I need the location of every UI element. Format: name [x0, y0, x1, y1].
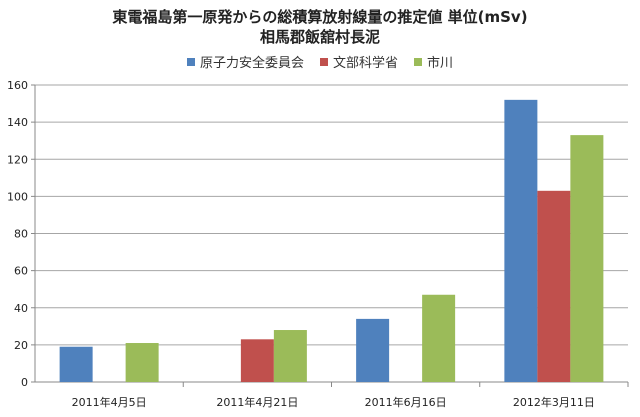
- x-tick-label: 2011年4月21日: [216, 395, 298, 409]
- bar: [125, 343, 159, 382]
- bar: [537, 190, 571, 382]
- y-tick-label: 60: [14, 265, 28, 278]
- chart-subtitle: 相馬郡飯舘村長泥: [259, 28, 380, 46]
- legend-label: 文部科学省: [332, 56, 398, 71]
- y-tick-label: 140: [7, 116, 28, 129]
- bar: [240, 339, 274, 382]
- legend: 原子力安全委員会 文部科学省 市川: [0, 52, 640, 71]
- legend-item: 文部科学省: [319, 52, 398, 71]
- y-tick-label: 160: [7, 79, 28, 92]
- legend-swatch: [319, 58, 328, 66]
- bar: [356, 318, 390, 382]
- bar: [422, 294, 456, 382]
- y-tick-label: 100: [7, 190, 28, 203]
- x-tick-label: 2012年3月11日: [513, 395, 595, 409]
- legend-swatch: [186, 58, 195, 66]
- chart-title: 東電福島第一原発からの総積算放射線量の推定値 単位(mSv): [112, 8, 528, 26]
- y-tick-label: 20: [14, 339, 28, 352]
- bar: [504, 99, 538, 382]
- legend-swatch: [414, 58, 422, 66]
- y-tick-label: 120: [7, 153, 28, 166]
- y-tick-label: 0: [21, 376, 28, 389]
- legend-label: 市川: [427, 56, 454, 71]
- bar: [570, 135, 604, 382]
- legend-item: 市川: [414, 52, 453, 71]
- legend-label: 原子力安全委員会: [199, 56, 304, 71]
- legend-item: 原子力安全委員会: [186, 52, 304, 71]
- bar: [273, 330, 307, 382]
- x-tick-label: 2011年6月16日: [365, 395, 447, 409]
- bar: [59, 346, 93, 382]
- x-tick-label: 2011年4月5日: [72, 395, 147, 409]
- y-tick-label: 40: [14, 302, 28, 315]
- y-tick-label: 80: [14, 228, 28, 241]
